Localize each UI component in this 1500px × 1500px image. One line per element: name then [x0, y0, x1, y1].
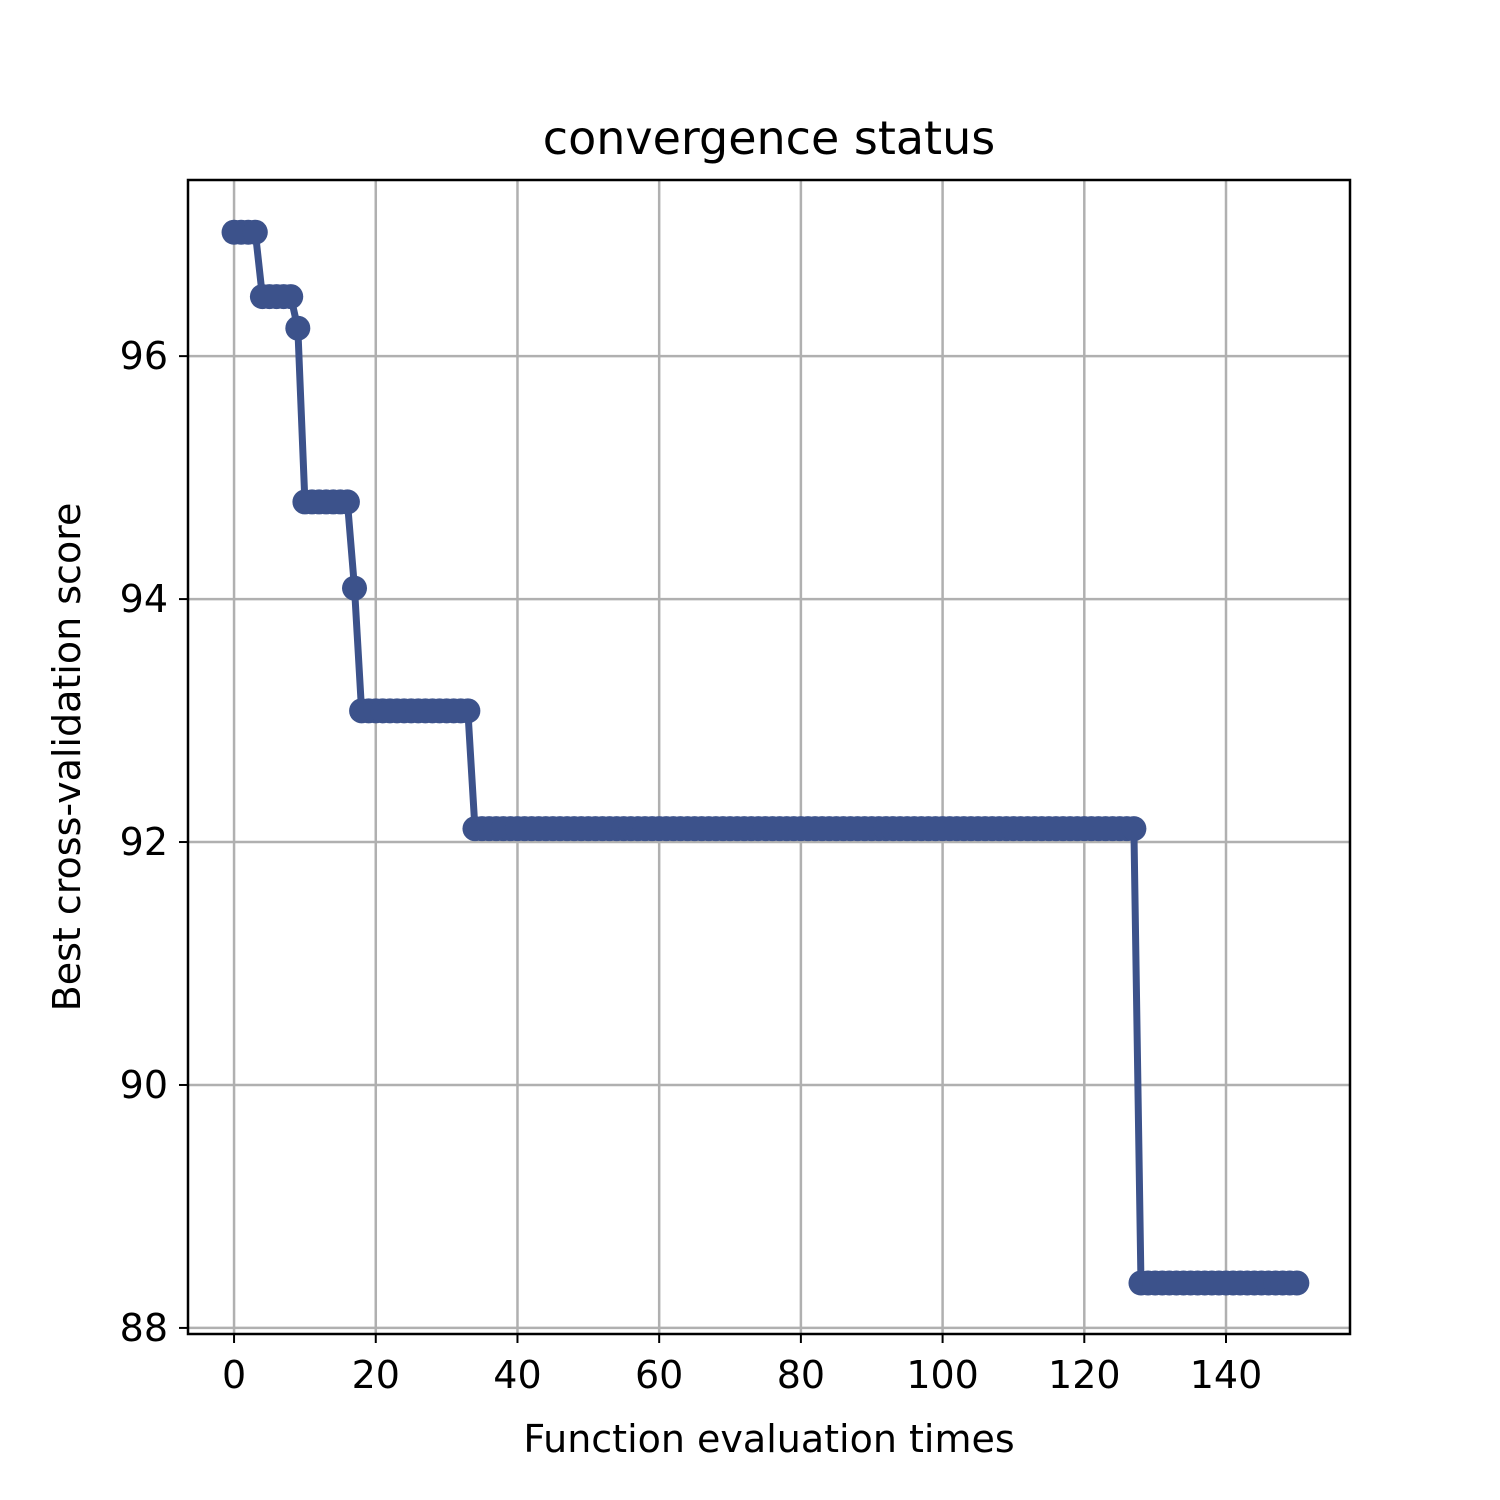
y-tick-label: 96: [120, 334, 168, 378]
series-convergence: [221, 219, 1310, 1296]
x-tick-label: 0: [222, 1353, 246, 1397]
x-tick-label: 60: [635, 1353, 683, 1397]
x-axis-title: Function evaluation times: [523, 1417, 1014, 1461]
x-tick-label: 140: [1190, 1353, 1263, 1397]
axis-ticks: 0 20 40 60 80 100 120 140 88 90 92 94 96: [120, 334, 1263, 1397]
data-point: [242, 219, 268, 245]
series-line: [234, 228, 1297, 1287]
data-point: [455, 698, 481, 724]
data-point: [334, 489, 360, 515]
data-point: [1284, 1270, 1310, 1296]
data-point: [342, 575, 368, 601]
y-axis-title: Best cross-validation score: [45, 503, 89, 1012]
y-tick-label: 94: [120, 577, 168, 621]
grid: [188, 180, 1350, 1334]
data-point: [278, 284, 304, 310]
data-point: [285, 315, 311, 341]
x-tick-label: 80: [777, 1353, 825, 1397]
data-point: [1121, 816, 1147, 842]
y-tick-label: 88: [120, 1306, 168, 1350]
y-tick-label: 90: [120, 1063, 168, 1107]
y-tick-label: 92: [120, 820, 168, 864]
chart-title: convergence status: [543, 111, 995, 165]
x-tick-label: 40: [493, 1353, 541, 1397]
x-tick-label: 20: [352, 1353, 400, 1397]
plot-frame: [186, 178, 1352, 1336]
x-tick-label: 120: [1048, 1353, 1121, 1397]
x-tick-label: 100: [906, 1353, 979, 1397]
